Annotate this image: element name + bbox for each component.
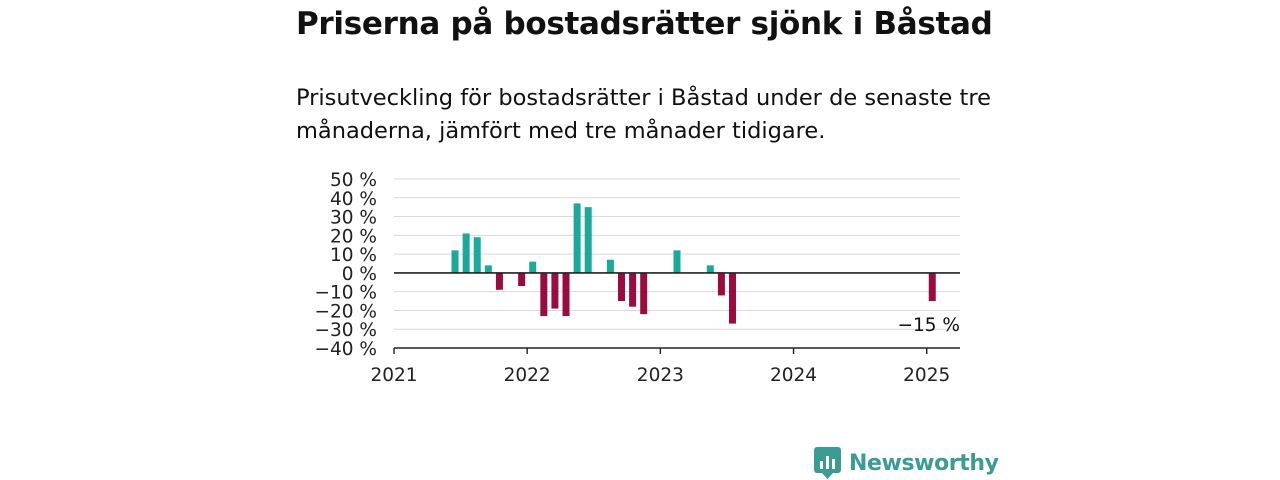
- bar: [518, 272, 526, 287]
- y-tick-label: −30 %: [314, 320, 377, 341]
- chart-title: Priserna på bostadsrätter sjönk i Båstad: [296, 6, 993, 42]
- chart-subtitle: Prisutveckling för bostadsrätter i Båsta…: [296, 85, 991, 144]
- bar: [562, 272, 570, 317]
- bar: [451, 250, 459, 273]
- bar: [629, 272, 637, 307]
- bar: [551, 272, 559, 309]
- bar: [573, 203, 581, 273]
- bar: [706, 265, 714, 273]
- annotations: −15 %: [897, 315, 960, 336]
- y-tick-label: 40 %: [330, 189, 377, 210]
- y-tick-label: 20 %: [330, 226, 377, 247]
- bar: [540, 272, 548, 317]
- bar: [462, 233, 470, 273]
- last-value-label: −15 %: [897, 315, 960, 336]
- x-tick-label: 2024: [770, 365, 817, 386]
- brand-name: Newsworthy: [849, 450, 999, 476]
- bar: [606, 259, 614, 273]
- bar: [728, 272, 736, 324]
- bar: [717, 272, 725, 296]
- y-tick-label: −20 %: [314, 301, 377, 322]
- bar-chart: 50 %40 %30 %20 %10 %0 %−10 %−20 %−30 %−4…: [314, 170, 960, 386]
- y-tick-label: −40 %: [314, 339, 377, 360]
- x-tick-label: 2025: [903, 365, 950, 386]
- bar: [928, 272, 936, 302]
- bar: [529, 261, 537, 273]
- y-tick-label: 0 %: [342, 264, 377, 285]
- x-tick-label: 2023: [637, 365, 684, 386]
- x-axis-tick-labels: 2021 2022 2023 2024 2025: [370, 365, 950, 386]
- bar: [640, 272, 648, 315]
- bar: [495, 272, 503, 290]
- y-tick-label: −10 %: [314, 283, 377, 304]
- bar: [484, 265, 492, 273]
- y-tick-label: 50 %: [330, 170, 377, 191]
- newsworthy-brand: Newsworthy: [814, 446, 999, 480]
- newsworthy-logo-icon: [814, 447, 841, 479]
- y-tick-label: 10 %: [330, 245, 377, 266]
- bar: [673, 250, 681, 273]
- y-tick-label: 30 %: [330, 208, 377, 229]
- y-axis-tick-labels: 50 %40 %30 %20 %10 %0 %−10 %−20 %−30 %−4…: [314, 170, 377, 360]
- chart-card: Priserna på bostadsrätter sjönk i Båstad…: [296, 0, 999, 480]
- bar: [473, 237, 481, 273]
- bar: [618, 272, 626, 302]
- bar: [584, 207, 592, 273]
- axes: [393, 272, 960, 354]
- bars: [451, 203, 936, 324]
- x-tick-label: 2022: [504, 365, 551, 386]
- x-tick-label: 2021: [370, 365, 417, 386]
